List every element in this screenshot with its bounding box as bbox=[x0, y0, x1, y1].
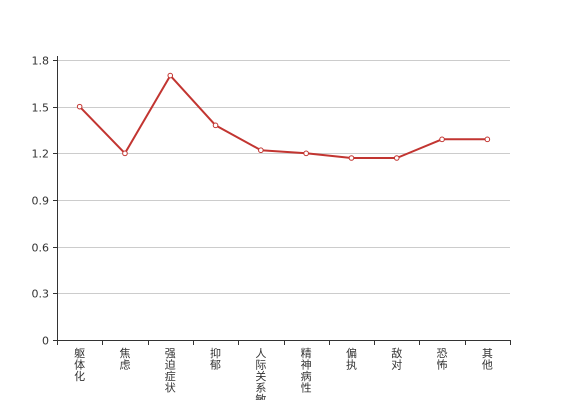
y-tick-label: 0 bbox=[42, 335, 49, 348]
x-tick-label: 焦虑 bbox=[119, 347, 130, 372]
data-point bbox=[212, 122, 219, 129]
y-tick-label: 1.8 bbox=[32, 55, 50, 68]
x-tick-label: 敌对 bbox=[391, 346, 402, 372]
data-point bbox=[348, 155, 355, 161]
y-tick-label: 1.2 bbox=[32, 148, 50, 161]
data-points bbox=[76, 72, 491, 161]
y-tick-label: 0.9 bbox=[32, 195, 50, 208]
grid-lines bbox=[57, 60, 510, 294]
series-line bbox=[78, 74, 488, 159]
data-point bbox=[303, 150, 309, 157]
data-point bbox=[393, 155, 400, 161]
x-tick-labels: 躯体化 焦虑 强迫症状 抑郁 人际关系敏感 精神病性 偏执 敌对 恐怖 其他 bbox=[74, 346, 493, 404]
y-tick-labels: 0 0.3 0.6 0.9 1.2 1.5 1.8 bbox=[32, 55, 50, 348]
axes bbox=[53, 56, 511, 345]
x-tick-label: 精神病性 bbox=[301, 347, 312, 395]
x-tick-label: 恐怖 bbox=[437, 347, 448, 372]
y-tick-label: 1.5 bbox=[32, 102, 50, 115]
y-tick-label: 0.3 bbox=[32, 288, 50, 301]
x-tick-label: 抑郁 bbox=[210, 346, 221, 372]
data-point bbox=[167, 72, 174, 79]
x-tick-label: 偏执 bbox=[346, 346, 357, 372]
data-point bbox=[76, 103, 83, 110]
data-point bbox=[258, 147, 264, 154]
data-point bbox=[439, 136, 445, 143]
x-tick-label: 躯体化 bbox=[74, 347, 85, 383]
data-point bbox=[484, 136, 491, 143]
data-point bbox=[122, 150, 128, 157]
x-tick-label: 其他 bbox=[482, 347, 493, 372]
y-tick-label: 0.6 bbox=[32, 242, 50, 255]
x-tick-label: 强迫症状 bbox=[165, 347, 176, 395]
x-tick-label: 人际关系敏感 bbox=[255, 347, 266, 400]
series-line-path bbox=[78, 74, 488, 159]
